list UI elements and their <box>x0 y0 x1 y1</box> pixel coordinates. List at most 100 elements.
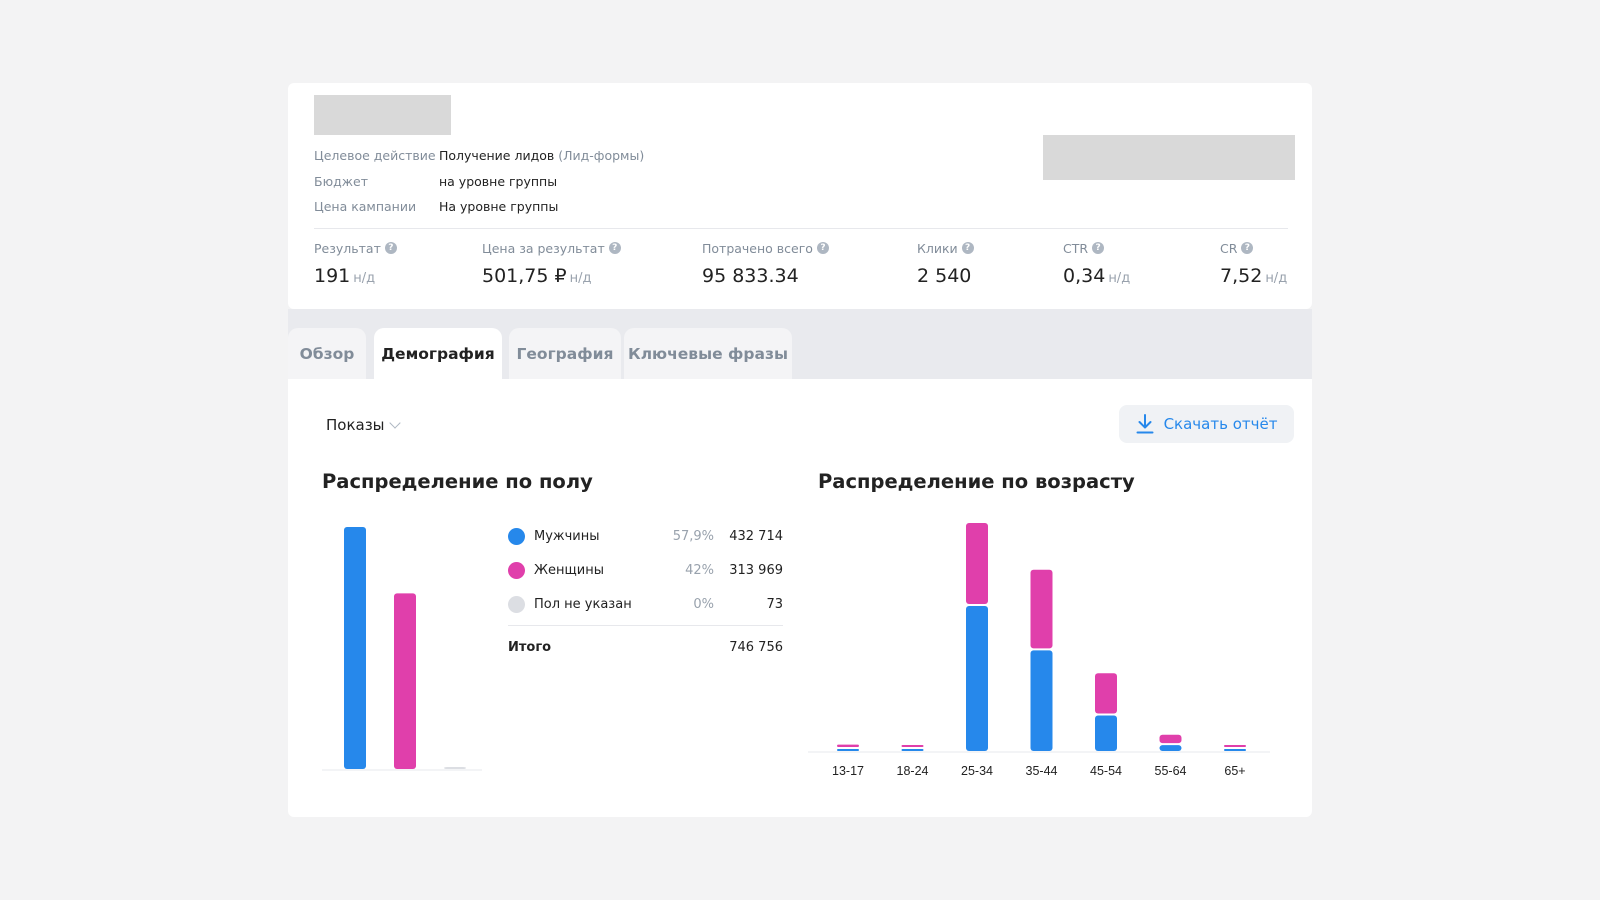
tab-geography[interactable]: География <box>509 328 621 379</box>
age-bar-25-34-female[interactable] <box>966 523 988 605</box>
metric-spent-total: Потрачено всего? 95 833.34 <box>702 239 829 287</box>
metric-value: 2 540 <box>917 265 974 287</box>
age-bar-65+-female[interactable] <box>1224 745 1246 747</box>
info-label: Цена кампании <box>314 199 417 214</box>
age-tick-label: 55-64 <box>1155 764 1187 778</box>
campaign-name-placeholder <box>314 95 451 135</box>
metric-value: 95 833.34 <box>702 265 829 287</box>
age-chart-title: Распределение по возрасту <box>818 470 1135 493</box>
age-bar-45-54-male[interactable] <box>1095 715 1117 751</box>
metric-label-text: CTR <box>1063 240 1089 256</box>
metric-na: н/д <box>1108 271 1131 286</box>
info-row-budget: Бюджет на уровне группы <box>314 169 644 195</box>
download-report-button[interactable]: Скачать отчёт <box>1119 405 1294 443</box>
metric-label: Цена за результат? <box>482 239 621 257</box>
help-icon[interactable]: ? <box>961 242 974 254</box>
download-icon <box>1136 414 1154 434</box>
metric-value: 501,75 ₽ н/д <box>482 265 621 287</box>
metric-label-text: Результат <box>314 240 381 256</box>
tab-demography[interactable]: Демография <box>374 328 502 379</box>
metric-label: Результат? <box>314 239 397 257</box>
gender-bar-female[interactable] <box>394 593 416 769</box>
age-bar-55-64-female[interactable] <box>1159 734 1182 744</box>
age-tick-label: 45-54 <box>1090 764 1122 778</box>
age-bar-65+-male[interactable] <box>1224 749 1246 751</box>
download-report-label: Скачать отчёт <box>1163 415 1278 433</box>
legend-total-row: Итого 746 756 <box>508 634 783 660</box>
metric-value: 7,52 н/д <box>1220 265 1287 287</box>
male-dot-icon <box>508 527 525 545</box>
info-value: Получение лидов (Лид-формы) <box>439 143 644 169</box>
age-bar-18-24-male[interactable] <box>901 749 924 751</box>
metric-label: Потрачено всего? <box>702 239 829 257</box>
metric-value: 0,34 н/д <box>1063 265 1130 287</box>
metric-na: н/д <box>353 271 376 286</box>
info-value-note: (Лид-формы) <box>558 148 645 163</box>
help-icon[interactable]: ? <box>1241 242 1254 254</box>
metric-select-dropdown[interactable]: Показы <box>326 416 401 434</box>
metric-value-number: 0,34 <box>1063 265 1106 287</box>
info-value: На уровне группы <box>439 199 559 214</box>
legend-percent: 57,9% <box>672 528 714 544</box>
age-bar-35-44-male[interactable] <box>1030 650 1053 751</box>
metric-na: н/д <box>569 271 592 286</box>
info-label: Бюджет <box>314 173 368 189</box>
legend-percent: 42% <box>685 562 714 578</box>
legend-count: 313 969 <box>729 562 783 578</box>
info-value: на уровне группы <box>439 173 558 189</box>
age-tick-label: 65+ <box>1224 764 1245 778</box>
metric-result: Результат? 191 н/д <box>314 239 397 287</box>
legend-total-count: 746 756 <box>729 639 783 655</box>
help-icon[interactable]: ? <box>384 242 397 254</box>
info-value-main: Получение лидов <box>439 148 555 163</box>
gender-legend: Мужчины 57,9% 432 714 Женщины 42% 313 96… <box>508 519 783 660</box>
metric-label-text: Потрачено всего <box>702 240 813 256</box>
legend-percent: 0% <box>693 596 714 612</box>
age-tick-label: 35-44 <box>1026 764 1058 778</box>
metric-value-number: 2 540 <box>917 265 972 287</box>
age-bar-45-54-female[interactable] <box>1095 673 1117 714</box>
gender-chart-title: Распределение по полу <box>322 470 593 493</box>
metric-clicks: Клики? 2 540 <box>917 239 974 287</box>
metric-cr: CR? 7,52 н/д <box>1220 239 1287 288</box>
age-bar-13-17-male[interactable] <box>837 749 859 751</box>
metric-select-label: Показы <box>326 416 385 434</box>
help-icon[interactable]: ? <box>816 242 829 254</box>
gender-bar-chart <box>322 527 482 771</box>
metric-label: Клики? <box>917 239 974 257</box>
legend-divider <box>508 625 783 626</box>
tab-overview[interactable]: Обзор <box>288 328 366 379</box>
age-bar-13-17-female[interactable] <box>837 744 859 747</box>
info-label: Целевое действие <box>314 148 436 163</box>
age-bar-25-34-male[interactable] <box>966 606 988 751</box>
metric-label-text: Цена за результат <box>482 240 605 256</box>
tab-keywords[interactable]: Ключевые фразы <box>624 328 792 379</box>
campaign-info: Целевое действие Получение лидов (Лид-фо… <box>314 143 644 220</box>
gender-bar-unknown[interactable] <box>444 767 466 769</box>
tabs-bar: Обзор Демография География Ключевые фраз… <box>288 309 1312 379</box>
age-tick-label: 18-24 <box>897 764 929 778</box>
age-bar-55-64-male[interactable] <box>1159 745 1182 751</box>
legend-row-male: Мужчины 57,9% 432 714 <box>508 519 783 553</box>
help-icon[interactable]: ? <box>608 242 621 254</box>
age-bar-18-24-female[interactable] <box>901 745 924 747</box>
legend-row-unknown: Пол не указан 0% 73 <box>508 587 783 621</box>
demography-panel: Показы Скачать отчёт Распределение по по… <box>288 379 1312 817</box>
metric-value: 191 н/д <box>314 265 397 287</box>
age-tick-label: 25-34 <box>961 764 993 778</box>
age-bar-35-44-female[interactable] <box>1030 569 1053 649</box>
metric-ctr: CTR? 0,34 н/д <box>1063 239 1130 288</box>
age-bar-chart: 13-17 18-24 25-34 35-44 45-54 55-64 65+ <box>808 523 1270 778</box>
metric-label-text: CR <box>1220 240 1238 256</box>
info-row-campaign-price: Цена кампании На уровне группы <box>314 194 644 220</box>
campaign-summary-card: Целевое действие Получение лидов (Лид-фо… <box>288 83 1312 309</box>
info-row-target-action: Целевое действие Получение лидов (Лид-фо… <box>314 143 644 169</box>
help-icon[interactable]: ? <box>1092 242 1105 254</box>
legend-name: Мужчины <box>534 528 600 544</box>
divider <box>314 228 1288 229</box>
campaign-actions-placeholder <box>1043 135 1295 180</box>
legend-total-label: Итого <box>508 639 552 655</box>
female-dot-icon <box>508 561 525 579</box>
gender-bar-male[interactable] <box>344 527 366 769</box>
